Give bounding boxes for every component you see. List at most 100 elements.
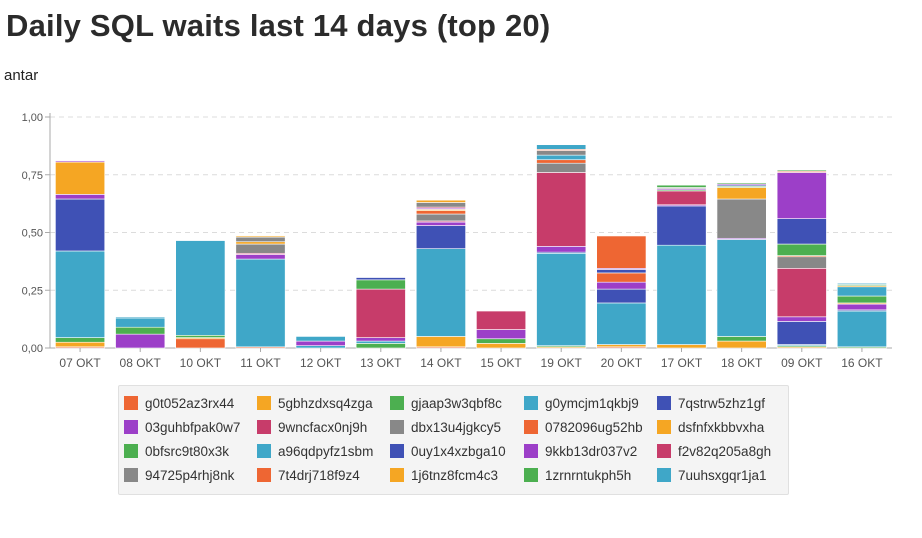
legend-item[interactable]: 7qstrw5zhz1gf (657, 392, 765, 414)
bar-segment (235, 254, 286, 260)
legend-label: a96qdpyfz1sbm (278, 443, 374, 459)
bar-segment (656, 205, 707, 246)
bar-segment (536, 252, 587, 346)
bar-segment (55, 198, 106, 252)
legend-item[interactable]: a96qdpyfz1sbm (257, 440, 373, 462)
bar-segment (536, 172, 587, 247)
x-tick-label: 10 OKT (180, 356, 222, 370)
legend-item[interactable]: g0t052az3rx44 (124, 392, 234, 414)
bar-segment (536, 159, 587, 164)
bar-segment (235, 235, 286, 238)
bar-segment (355, 288, 406, 338)
chart-legend: g0t052az3rx44 5gbhzdxsq4zga gjaap3w3qbf8c g… (118, 385, 789, 495)
bar-segment (776, 243, 827, 256)
legend-swatch (657, 468, 671, 482)
legend-item[interactable]: 5gbhzdxsq4zga (257, 392, 373, 414)
x-tick-label: 11 OKT (240, 356, 281, 370)
legend-item[interactable]: 7uuhsxgqr1ja1 (657, 464, 767, 486)
bar-segment (115, 333, 166, 349)
bar-segment (656, 244, 707, 345)
bar-segment (536, 162, 587, 173)
y-tick-label: 1,00 (22, 112, 43, 124)
bar-segment (235, 241, 286, 245)
legend-swatch (257, 420, 271, 434)
legend-label: 1j6tnz8fcm4c3 (411, 467, 499, 483)
legend-label: g0ymcjm1qkbj9 (545, 395, 639, 411)
legend-swatch (124, 420, 138, 434)
bar-segment (355, 337, 406, 342)
bar-segment (836, 283, 887, 285)
legend-swatch (124, 396, 138, 410)
bar-segment (355, 343, 406, 349)
legend-label: 94725p4rhj8nk (145, 467, 235, 483)
legend-swatch (524, 468, 538, 482)
bar-segment (415, 221, 466, 226)
legend-item[interactable]: dbx13u4jgkcy5 (390, 416, 501, 438)
bar-segment (476, 343, 527, 349)
bar-segment (115, 317, 166, 328)
x-tick-label: 14 OKT (420, 356, 462, 370)
legend-label: 9wncfacx0nj9h (278, 419, 368, 435)
legend-swatch (257, 468, 271, 482)
bar-segment (776, 316, 827, 322)
legend-item[interactable]: 1zrnrntukph5h (524, 464, 631, 486)
y-tick-label: 0,25 (22, 285, 43, 297)
bar-segment (415, 202, 466, 208)
legend-item[interactable]: dsfnfxkbbvxha (657, 416, 764, 438)
x-tick-label: 18 OKT (721, 356, 763, 370)
bar-segment (536, 144, 587, 150)
legend-label: gjaap3w3qbf8c (411, 395, 502, 411)
legend-item[interactable]: f2v82q205a8gh (657, 440, 771, 462)
legend-label: 9kkb13dr037v2 (545, 443, 638, 459)
bar-segment (776, 321, 827, 345)
bar-segment (415, 248, 466, 337)
legend-item[interactable]: 94725p4rhj8nk (124, 464, 234, 486)
bar-segment (836, 286, 887, 297)
bar-segment (355, 340, 406, 344)
bar-segment (536, 154, 587, 161)
legend-label: f2v82q205a8gh (678, 443, 772, 459)
legend-swatch (390, 396, 404, 410)
legend-label: 0bfsrc9t80x3k (145, 443, 230, 459)
legend-swatch (657, 444, 671, 458)
legend-swatch (257, 444, 271, 458)
legend-item[interactable]: 1j6tnz8fcm4c3 (390, 464, 498, 486)
x-tick-label: 13 OKT (360, 356, 402, 370)
legend-label: 7t4drj718f9z4 (278, 467, 360, 483)
bar-segment (476, 338, 527, 344)
legend-item[interactable]: 0bfsrc9t80x3k (124, 440, 229, 462)
bar-segment (596, 272, 647, 283)
legend-item[interactable]: 9wncfacx0nj9h (257, 416, 367, 438)
legend-item[interactable]: 0782096ug52hb (524, 416, 643, 438)
page-title: Daily SQL waits last 14 days (top 20) (6, 8, 551, 43)
bar-segment (295, 345, 346, 349)
x-tick-label: 09 OKT (781, 356, 823, 370)
bar-segment (776, 172, 827, 219)
legend-item[interactable]: 03guhbfpak0w7 (124, 416, 240, 438)
bar-segment (776, 218, 827, 245)
bar-segment (716, 198, 767, 239)
bar-segment (836, 310, 887, 348)
bar-segment (536, 246, 587, 253)
legend-item[interactable]: g0ymcjm1qkbj9 (524, 392, 639, 414)
bar-segment (235, 236, 286, 243)
bar-segment (115, 326, 166, 335)
stacked-bar-chart: 0,00 0,25 0,50 0,75 1,00 07 OKT 08 OKT 10 OKT 11… (22, 112, 892, 370)
legend-swatch (524, 396, 538, 410)
bar-segment (235, 243, 286, 254)
bar-segment (656, 190, 707, 206)
legend-swatch (124, 444, 138, 458)
legend-item[interactable]: 0uy1x4xzbga10 (390, 440, 506, 462)
bar-segment (175, 334, 226, 338)
bar-segment (836, 303, 887, 311)
bar-segment (115, 316, 166, 319)
legend-swatch (657, 420, 671, 434)
legend-swatch (257, 396, 271, 410)
legend-item[interactable]: 9kkb13dr037v2 (524, 440, 637, 462)
legend-label: 0782096ug52hb (545, 419, 643, 435)
legend-item[interactable]: 7t4drj718f9z4 (257, 464, 360, 486)
bar-segment (235, 258, 286, 348)
bar-segment (295, 340, 346, 346)
legend-label: 03guhbfpak0w7 (145, 419, 241, 435)
legend-item[interactable]: gjaap3w3qbf8c (390, 392, 502, 414)
